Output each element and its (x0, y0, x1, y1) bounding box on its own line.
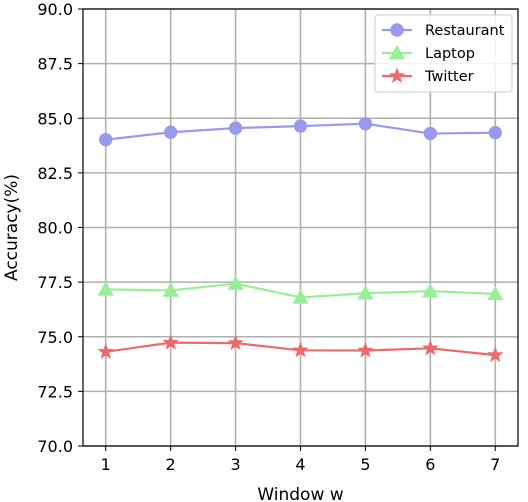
y-axis-label: Accuracy(%) (2, 174, 22, 281)
data-point-laptop (292, 289, 309, 304)
y-tick-label: 75.0 (37, 328, 73, 347)
y-tick-label: 87.5 (37, 55, 73, 74)
ticks: 1 2 3 4 5 6 7 70.0 72.5 75.0 77.5 80.0 82.5 85.0 87.5 9… (37, 0, 500, 474)
data-point-laptop (487, 285, 504, 301)
y-tick-label: 80.0 (37, 219, 73, 238)
legend-label-twitter: Twitter (424, 69, 474, 85)
x-tick-label: 4 (295, 455, 305, 474)
legend-marker-restaurant (390, 23, 404, 37)
y-tick-label: 82.5 (37, 164, 73, 183)
data-point-restaurant (488, 125, 502, 140)
y-tick-label: 70.0 (37, 437, 73, 456)
legend-box (374, 14, 513, 93)
y-tick-label: 90.0 (37, 0, 73, 19)
data-point-twitter (292, 341, 309, 358)
data-point-restaurant (423, 126, 438, 141)
series-restaurant (99, 117, 502, 147)
data-point-restaurant (293, 119, 308, 133)
data-point-restaurant (358, 117, 373, 131)
x-tick-label: 1 (101, 455, 111, 474)
data-point-laptop (227, 275, 244, 290)
data-point-restaurant (163, 125, 178, 139)
legend-marker-laptop (388, 44, 406, 60)
data-point-laptop (422, 282, 439, 298)
x-tick-label: 5 (360, 455, 370, 474)
data-point-twitter (487, 346, 504, 363)
y-tick-label: 72.5 (37, 382, 73, 401)
data-point-laptop (357, 285, 374, 300)
legend: Restaurant Laptop Twitter (374, 14, 513, 93)
data-point-twitter (422, 339, 439, 356)
x-axis-label: Window w (257, 485, 343, 502)
y-tick-label: 85.0 (37, 109, 73, 128)
series-twitter (97, 334, 504, 363)
x-tick-label: 2 (166, 455, 176, 474)
legend-label-laptop: Laptop (425, 46, 475, 62)
series-laptop (97, 275, 504, 304)
data-point-laptop (97, 281, 114, 296)
x-tick-label: 7 (490, 455, 500, 474)
legend-label-restaurant: Restaurant (425, 23, 505, 39)
y-tick-label: 77.5 (37, 273, 73, 292)
x-tick-label: 3 (230, 455, 240, 474)
data-point-restaurant (228, 121, 243, 135)
series-layer (97, 117, 504, 363)
data-point-twitter (162, 334, 179, 350)
data-point-twitter (97, 343, 114, 359)
legend-marker-twitter (388, 67, 406, 83)
data-point-laptop (162, 282, 179, 297)
data-point-restaurant (99, 132, 113, 147)
x-tick-label: 6 (425, 455, 435, 474)
data-point-twitter (227, 334, 244, 351)
data-point-twitter (357, 341, 374, 358)
